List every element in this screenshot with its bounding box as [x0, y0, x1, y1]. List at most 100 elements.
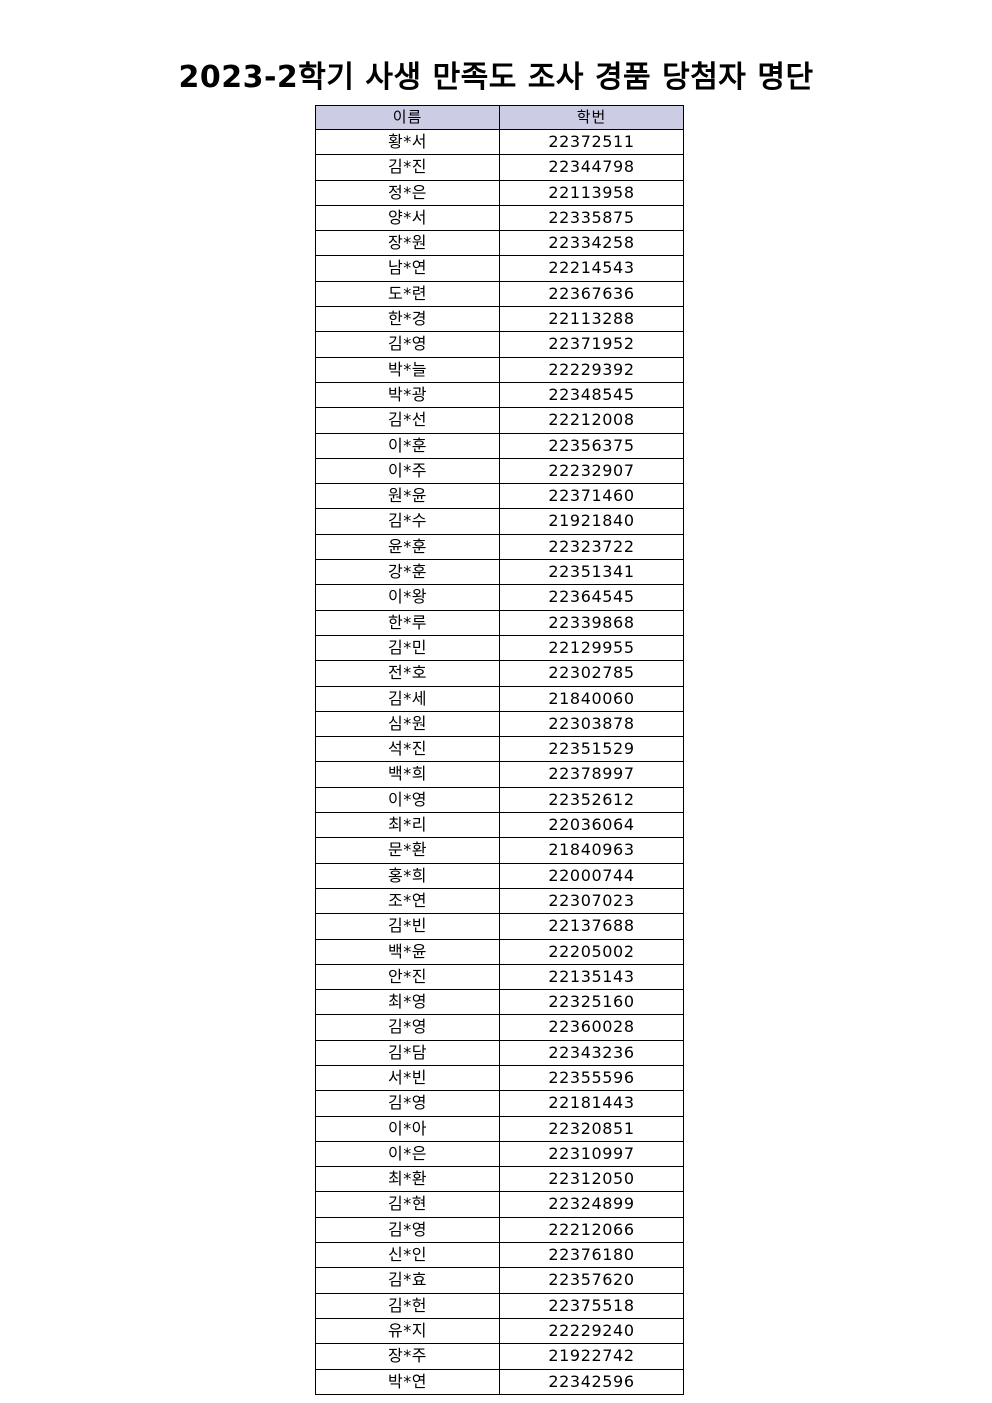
table-row: 한*루 22339868 [315, 609, 684, 636]
cell-student-id: 22339868 [499, 609, 684, 636]
table-row: 김*선 22212008 [315, 407, 684, 434]
cell-student-id: 22335875 [499, 204, 684, 232]
cell-name: 이*영 [315, 786, 500, 814]
table-row: 이*훈 22356375 [315, 432, 684, 459]
table-row: 장*주 21922742 [315, 1343, 684, 1370]
table-row: 이*아 22320851 [315, 1115, 684, 1142]
cell-student-id: 22371952 [499, 331, 684, 358]
cell-student-id: 22371460 [499, 483, 684, 510]
cell-student-id: 22307023 [499, 887, 684, 915]
cell-name: 김*효 [315, 1267, 500, 1294]
cell-name: 이*아 [315, 1115, 500, 1142]
cell-name: 서*빈 [315, 1064, 500, 1092]
table-row: 한*경 22113288 [315, 306, 684, 333]
cell-name: 김*영 [315, 1090, 500, 1117]
cell-name: 김*수 [315, 508, 500, 535]
table-row: 도*련 22367636 [315, 280, 684, 308]
table-row: 남*연 22214543 [315, 255, 684, 282]
cell-student-id: 22232907 [499, 457, 684, 485]
cell-name: 김*빈 [315, 913, 500, 940]
table-row: 백*희 22378997 [315, 761, 684, 788]
table-header: 이름 학번 [315, 105, 684, 130]
cell-name: 이*은 [315, 1140, 500, 1168]
cell-name: 전*호 [315, 660, 500, 687]
table-row: 장*원 22334258 [315, 230, 684, 257]
cell-student-id: 22129955 [499, 634, 684, 662]
cell-name: 김*담 [315, 1039, 500, 1066]
table-row: 김*헌 22375518 [315, 1292, 684, 1319]
cell-student-id: 22355596 [499, 1064, 684, 1092]
cell-student-id: 22181443 [499, 1090, 684, 1117]
cell-name: 황*서 [315, 128, 500, 156]
table-row: 김*빈 22137688 [315, 913, 684, 940]
cell-name: 한*루 [315, 609, 500, 636]
table-row: 신*인 22376180 [315, 1242, 684, 1269]
cell-name: 도*련 [315, 280, 500, 308]
table-row: 김*수 21921840 [315, 508, 684, 535]
cell-student-id: 22212008 [499, 407, 684, 434]
table-row: 강*훈 22351341 [315, 559, 684, 586]
cell-student-id: 22334258 [499, 230, 684, 257]
cell-student-id: 21921840 [499, 508, 684, 535]
cell-student-id: 22229240 [499, 1317, 684, 1345]
table-row: 윤*훈 22323722 [315, 533, 684, 561]
cell-student-id: 22302785 [499, 660, 684, 687]
cell-student-id: 22324899 [499, 1191, 684, 1218]
cell-name: 유*지 [315, 1317, 500, 1345]
table-body: 황*서 22372511 김*진 22344798 정*은 22113958 양*서 2233… [315, 128, 684, 1395]
cell-name: 한*경 [315, 306, 500, 333]
table-row: 박*늘 22229392 [315, 356, 684, 383]
cell-name: 원*윤 [315, 483, 500, 510]
cell-name: 백*윤 [315, 938, 500, 965]
cell-student-id: 21840060 [499, 685, 684, 712]
cell-name: 최*리 [315, 812, 500, 839]
cell-student-id: 22312050 [499, 1166, 684, 1193]
cell-student-id: 22137688 [499, 913, 684, 940]
table-row: 김*민 22129955 [315, 634, 684, 662]
table-row: 서*빈 22355596 [315, 1064, 684, 1092]
table-row: 홍*희 22000744 [315, 862, 684, 889]
cell-name: 강*훈 [315, 559, 500, 586]
cell-name: 이*주 [315, 457, 500, 485]
cell-student-id: 22310997 [499, 1140, 684, 1168]
cell-name: 양*서 [315, 204, 500, 232]
cell-student-id: 22000744 [499, 862, 684, 889]
cell-name: 김*영 [315, 1014, 500, 1041]
cell-student-id: 22351341 [499, 559, 684, 586]
table-row: 황*서 22372511 [315, 128, 684, 156]
cell-name: 백*희 [315, 761, 500, 788]
cell-name: 최*환 [315, 1166, 500, 1193]
table-row: 김*세 21840060 [315, 685, 684, 712]
cell-student-id: 22375518 [499, 1292, 684, 1319]
cell-student-id: 22367636 [499, 280, 684, 308]
cell-student-id: 22376180 [499, 1242, 684, 1269]
cell-name: 김*민 [315, 634, 500, 662]
table-header-row: 이름 학번 [315, 105, 684, 130]
cell-student-id: 22325160 [499, 989, 684, 1016]
table-row: 김*효 22357620 [315, 1267, 684, 1294]
cell-name: 이*훈 [315, 432, 500, 459]
table-row: 김*영 22181443 [315, 1090, 684, 1117]
table-row: 김*영 22360028 [315, 1014, 684, 1041]
cell-student-id: 22372511 [499, 128, 684, 156]
cell-name: 김*헌 [315, 1292, 500, 1319]
table-row: 박*광 22348545 [315, 381, 684, 409]
cell-student-id: 22229392 [499, 356, 684, 383]
cell-name: 정*은 [315, 179, 500, 206]
cell-student-id: 22342596 [499, 1368, 684, 1395]
cell-name: 김*진 [315, 154, 500, 181]
table-row: 정*은 22113958 [315, 179, 684, 206]
cell-name: 김*현 [315, 1191, 500, 1218]
cell-student-id: 22357620 [499, 1267, 684, 1294]
cell-name: 조*연 [315, 887, 500, 915]
cell-student-id: 22135143 [499, 963, 684, 991]
cell-student-id: 22348545 [499, 381, 684, 409]
table-row: 조*연 22307023 [315, 887, 684, 915]
table-row: 전*호 22302785 [315, 660, 684, 687]
cell-student-id: 21922742 [499, 1343, 684, 1370]
cell-name: 문*환 [315, 837, 500, 864]
cell-student-id: 22320851 [499, 1115, 684, 1142]
cell-student-id: 22360028 [499, 1014, 684, 1041]
table-row: 유*지 22229240 [315, 1317, 684, 1345]
